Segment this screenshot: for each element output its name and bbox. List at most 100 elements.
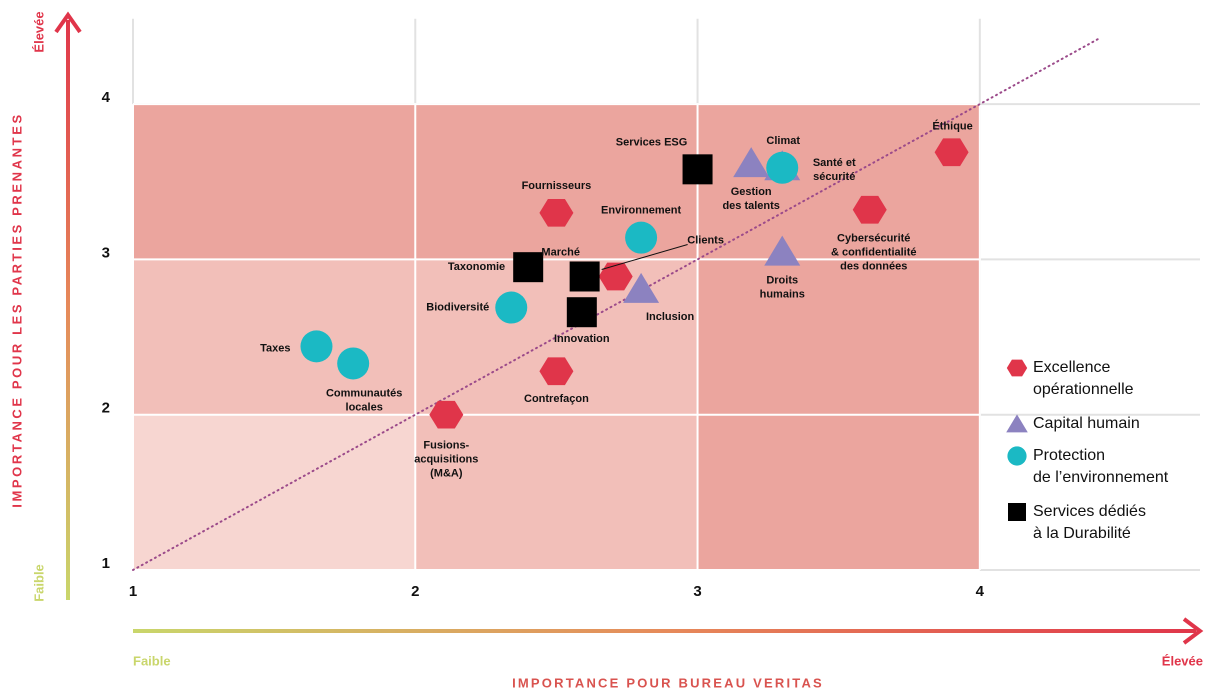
point-label: Communautés locales [326,387,402,413]
point [623,272,660,303]
x-axis-title: IMPORTANCE POUR BUREAU VERITAS [512,675,824,690]
point [569,261,600,292]
point-label: Taxonomie [448,261,505,273]
legend-label: Capital humain [1033,415,1140,432]
point [337,347,370,380]
point [539,357,574,386]
legend-line: Excellence [1033,359,1110,376]
point-label: Environnement [601,205,681,217]
label-line: Climat [766,135,800,147]
label-line: locales [346,401,383,413]
label-line: (M&A) [430,468,463,480]
legend-line: Capital humain [1033,415,1140,432]
label-line: Taxes [260,342,290,354]
legend-line: Services dédiés [1033,503,1146,520]
legend-marker [1006,414,1028,433]
x-tick-label: 2 [411,583,419,600]
label-line: des talents [722,200,779,212]
legend-marker [1008,503,1026,521]
point [300,330,333,363]
legend-label: Excellence opérationnelle [1033,359,1134,398]
x-high-label: Élevée [1162,653,1203,668]
label-line: Communautés [326,387,402,399]
y-tick-label: 3 [102,244,110,261]
point-labels: Gestion des talents Droits humains Inclusion… [260,119,973,479]
markers [300,138,969,429]
label-line: acquisitions [414,454,478,466]
legend-line: de l’environnement [1033,469,1169,486]
label-line: Fournisseurs [522,180,592,192]
point-label: Taxes [260,342,290,354]
label-line: Innovation [554,333,610,345]
x-tick-label: 4 [976,583,985,600]
x-tick-label: 3 [693,583,701,600]
point [764,235,801,266]
point [682,154,713,185]
point-label: Services ESG [616,136,688,148]
label-line: Contrefaçon [524,393,589,405]
label-line: Taxonomie [448,261,505,273]
point [429,400,464,429]
y-axis-title: IMPORTANCE POUR LES PARTIES PRENANTES [9,112,24,507]
point [766,151,799,184]
label-line: Environnement [601,205,681,217]
label-line: sécurité [813,171,855,183]
point-label: Innovation [554,333,610,345]
point [539,198,574,227]
point-label: Fusions-acquisitions (M&A) [414,440,478,480]
label-line: Droits [766,275,798,287]
label-line: Marché [541,246,580,258]
label-line: Gestion [731,186,772,198]
y-high-label: Élevée [31,11,46,52]
label-line: Cybersécurité [837,233,910,245]
point-label: Fournisseurs [522,180,592,192]
point [495,291,528,324]
point-label: Cybersécurité & confidentialité des donnée… [831,233,917,273]
point-label: Inclusion [646,311,695,323]
y-arrow-head [54,11,82,34]
legend-marker [1007,446,1027,466]
point-label: Contrefaçon [524,393,589,405]
point-label: Éthique [932,119,972,132]
point-label: Climat [766,135,800,147]
label-line: Fusions- [423,440,469,452]
point [625,221,658,254]
point [513,252,544,283]
label-line: Éthique [932,119,972,132]
point [566,297,597,328]
label-line: Clients [687,234,724,246]
plot-area: 1 2 3 4 1 2 3 4 Gestion des talents Droits humains I… [102,18,1200,600]
point [733,147,770,178]
point [852,195,887,224]
point [934,138,969,167]
label-line: humains [760,289,805,301]
label-line: des données [840,261,907,273]
label-line: & confidentialité [831,247,917,259]
y-low-label: Faible [31,564,46,602]
label-line: Services ESG [616,136,688,148]
trend-line [132,37,1100,571]
legend-marker [1006,359,1028,377]
point-label: Clients [687,234,724,246]
legend-line: opérationnelle [1033,381,1134,398]
point-label: Droits humains [760,275,805,301]
label-line: Santé et [813,157,856,169]
y-tick-label: 1 [102,555,110,572]
point-label: Santé et sécurité [813,157,856,183]
y-tick-label: 4 [102,89,111,106]
point-label: Biodiversité [426,301,489,313]
x-arrow-head [1182,617,1204,645]
y-tick-label: 2 [102,400,110,417]
leader-line [601,244,688,270]
point-label: Gestion des talents [722,186,779,212]
legend-label: Services dédiés à la Durabilité [1033,503,1146,542]
label-line: Inclusion [646,311,695,323]
legend-line: Protection [1033,447,1105,464]
legend: Excellence opérationnelle Capital humain Pr… [1006,359,1169,542]
point-label: Marché [541,246,580,258]
point [598,262,633,291]
x-low-label: Faible [133,653,171,668]
legend-label: Protection de l’environnement [1033,447,1169,486]
label-line: Biodiversité [426,301,489,313]
